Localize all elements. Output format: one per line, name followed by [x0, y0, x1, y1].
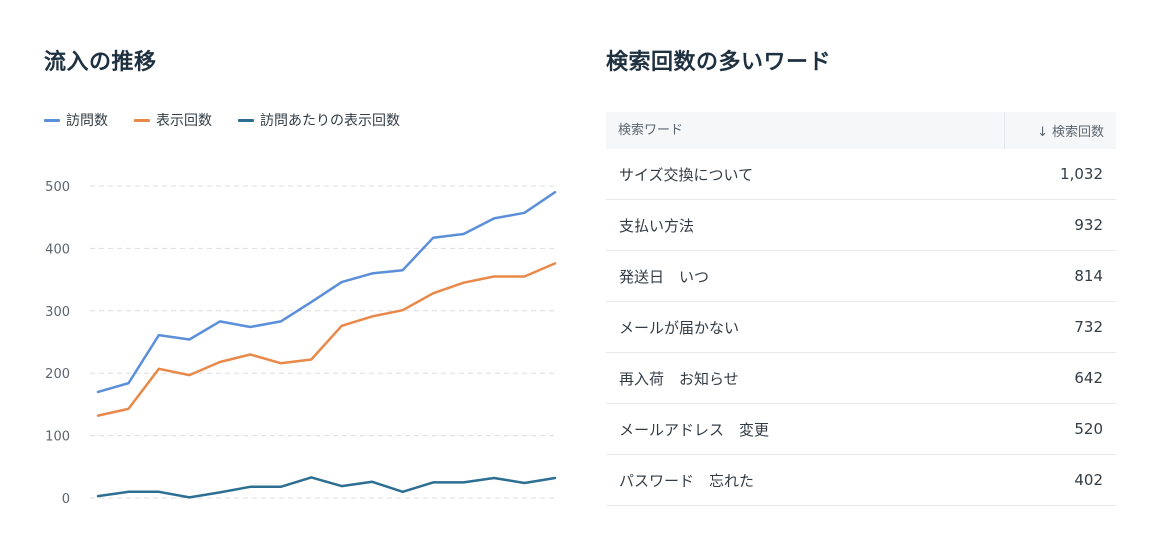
data-point[interactable]: [215, 357, 225, 367]
arrow-down-icon: ↓: [1037, 125, 1048, 140]
chart-legend: 訪問数 表示回数 訪問あたりの表示回数: [44, 110, 426, 130]
data-point[interactable]: [124, 487, 134, 497]
data-point[interactable]: [337, 277, 347, 287]
search-word-cell: 発送日 いつ: [619, 267, 710, 286]
series-line-3[interactable]: [96, 476, 557, 499]
flow-section-title: 流入の推移: [44, 50, 157, 75]
data-point[interactable]: [489, 213, 499, 223]
data-point[interactable]: [367, 311, 377, 321]
data-point[interactable]: [367, 477, 377, 487]
data-point[interactable]: [520, 208, 530, 218]
search-count-cell: 642: [1074, 369, 1103, 387]
search-count-cell: 732: [1074, 318, 1103, 336]
data-point[interactable]: [245, 350, 255, 360]
search-word-cell: メールが届かない: [619, 318, 740, 337]
data-point[interactable]: [367, 268, 377, 278]
data-point[interactable]: [306, 355, 316, 365]
data-point[interactable]: [520, 478, 530, 488]
legend-label: 訪問数: [66, 113, 108, 129]
data-point[interactable]: [93, 491, 103, 501]
data-point[interactable]: [550, 187, 560, 197]
table-row[interactable]: メールアドレス 変更 520: [606, 404, 1116, 455]
data-point[interactable]: [306, 297, 316, 307]
y-tick-label: 500: [45, 180, 70, 195]
data-point[interactable]: [124, 404, 134, 414]
y-tick-label: 200: [45, 367, 70, 382]
data-point[interactable]: [428, 477, 438, 487]
series-line-2[interactable]: [96, 262, 557, 417]
table-row[interactable]: 支払い方法 932: [606, 200, 1116, 251]
data-point[interactable]: [550, 473, 560, 483]
data-point[interactable]: [154, 364, 164, 374]
search-count-cell: 814: [1074, 267, 1103, 285]
data-point[interactable]: [459, 278, 469, 288]
data-point[interactable]: [459, 477, 469, 487]
table-row[interactable]: サイズ交換について 1,032: [606, 149, 1116, 200]
data-point[interactable]: [245, 482, 255, 492]
column-header-count[interactable]: ↓ 検索回数: [1005, 121, 1116, 140]
legend-swatch: [238, 118, 254, 122]
y-tick-label: 100: [45, 430, 70, 445]
data-point[interactable]: [215, 316, 225, 326]
data-point[interactable]: [154, 330, 164, 340]
data-point[interactable]: [398, 265, 408, 275]
legend-swatch: [44, 118, 60, 122]
data-point[interactable]: [459, 229, 469, 239]
search-word-cell: 支払い方法: [619, 216, 695, 235]
search-word-cell: メールアドレス 変更: [619, 420, 770, 439]
y-tick-label: 400: [45, 242, 70, 257]
table-row[interactable]: パスワード 忘れた 402: [606, 455, 1116, 506]
data-point[interactable]: [93, 411, 103, 421]
data-point[interactable]: [93, 387, 103, 397]
column-header-count-label: 検索回数: [1051, 125, 1104, 140]
table-row[interactable]: 発送日 いつ 814: [606, 251, 1116, 302]
data-point[interactable]: [245, 322, 255, 332]
data-point[interactable]: [184, 492, 194, 502]
data-point[interactable]: [550, 258, 560, 268]
data-point[interactable]: [398, 487, 408, 497]
search-count-cell: 402: [1074, 471, 1103, 489]
search-word-cell: サイズ交換について: [619, 165, 754, 184]
data-point[interactable]: [398, 305, 408, 315]
words-section-title: 検索回数の多いワード: [606, 50, 832, 75]
data-point[interactable]: [184, 370, 194, 380]
data-point[interactable]: [337, 321, 347, 331]
legend-label: 表示回数: [156, 113, 212, 129]
y-tick-label: 0: [62, 492, 70, 507]
data-point[interactable]: [184, 335, 194, 345]
search-count-cell: 1,032: [1060, 165, 1103, 183]
legend-item[interactable]: 訪問あたりの表示回数: [238, 110, 400, 130]
traffic-line-chart: 0 100 200 300 400 500: [45, 180, 560, 507]
table-body: サイズ交換について 1,032 支払い方法 932 発送日 いつ 814 メールが届かない 7…: [606, 149, 1116, 506]
column-header-word[interactable]: 検索ワード: [606, 112, 1005, 149]
data-point[interactable]: [124, 378, 134, 388]
data-point[interactable]: [428, 233, 438, 243]
series-line-1[interactable]: [96, 190, 557, 394]
data-point[interactable]: [489, 272, 499, 282]
data-point[interactable]: [276, 316, 286, 326]
search-count-cell: 932: [1074, 216, 1103, 234]
legend-item[interactable]: 訪問数: [44, 110, 108, 130]
legend-item[interactable]: 表示回数: [134, 110, 212, 130]
table-row[interactable]: メールが届かない 732: [606, 302, 1116, 353]
search-words-table: 検索ワード ↓ 検索回数 サイズ交換について 1,032 支払い方法 932 発送日 いつ…: [606, 112, 1116, 506]
search-word-cell: パスワード 忘れた: [619, 471, 755, 490]
data-point[interactable]: [306, 472, 316, 482]
data-point[interactable]: [520, 272, 530, 282]
table-row[interactable]: 再入荷 お知らせ 642: [606, 353, 1116, 404]
search-count-cell: 520: [1074, 420, 1103, 438]
y-tick-label: 300: [45, 305, 70, 320]
data-point[interactable]: [489, 473, 499, 483]
data-point[interactable]: [337, 481, 347, 491]
data-point[interactable]: [215, 487, 225, 497]
data-point[interactable]: [154, 487, 164, 497]
data-point[interactable]: [276, 482, 286, 492]
search-word-cell: 再入荷 お知らせ: [619, 369, 739, 388]
legend-label: 訪問あたりの表示回数: [260, 113, 400, 129]
data-point[interactable]: [428, 288, 438, 298]
data-point[interactable]: [276, 358, 286, 368]
legend-swatch: [134, 118, 150, 122]
table-header: 検索ワード ↓ 検索回数: [606, 112, 1116, 149]
